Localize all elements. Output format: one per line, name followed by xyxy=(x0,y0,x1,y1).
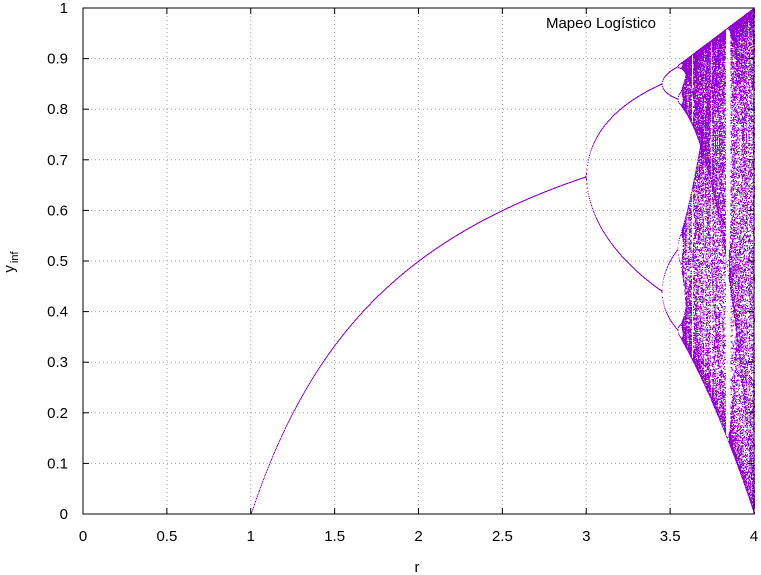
y-axis-label-main: y xyxy=(1,265,18,273)
y-tick-label: 0 xyxy=(60,506,68,523)
y-tick-label: 0.7 xyxy=(47,152,68,169)
y-axis-label-sub: inf xyxy=(9,251,21,264)
x-tick-label: 1 xyxy=(247,528,255,545)
x-tick-label: 0.5 xyxy=(156,528,177,545)
legend-title: Mapeo Logístico xyxy=(546,15,656,32)
y-tick-labels: 0 0.1 0.2 0.3 0.4 0.5 0.6 0.7 0.8 0.9 1 xyxy=(47,0,68,523)
x-tick-label: 3 xyxy=(582,528,590,545)
y-tick-label: 0.4 xyxy=(47,304,68,321)
y-tick-label: 0.6 xyxy=(47,202,68,219)
y-tick-label: 0.8 xyxy=(47,101,68,118)
x-tick-label: 2 xyxy=(414,528,422,545)
x-tick-label: 2.5 xyxy=(492,528,513,545)
x-tick-label: 3.5 xyxy=(660,528,681,545)
x-tick-label: 1.5 xyxy=(324,528,345,545)
y-tick-label: 0.3 xyxy=(47,354,68,371)
y-tick-label: 0.5 xyxy=(47,253,68,270)
y-tick-label: 0.9 xyxy=(47,51,68,68)
x-tick-label: 0 xyxy=(79,528,87,545)
y-tick-label: 1 xyxy=(60,0,68,17)
x-tick-label: 4 xyxy=(750,528,758,545)
y-tick-label: 0.1 xyxy=(47,455,68,472)
x-tick-labels: 0 0.5 1 1.5 2 2.5 3 3.5 4 xyxy=(79,528,758,545)
x-axis-label: r xyxy=(415,559,420,575)
y-tick-label: 0.2 xyxy=(47,405,68,422)
y-axis-label: yinf xyxy=(1,251,21,273)
